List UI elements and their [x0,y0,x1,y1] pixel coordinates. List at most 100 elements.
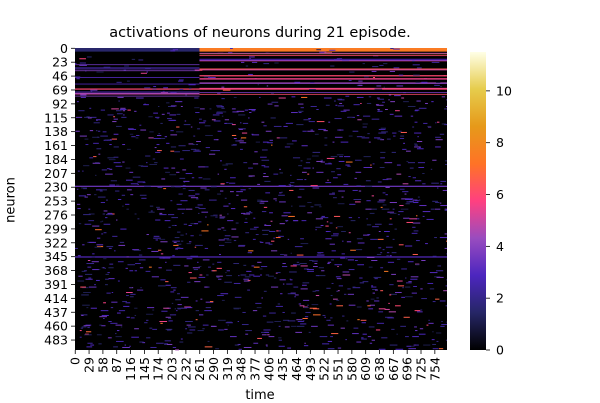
heatmap-cell [185,120,186,121]
heatmap-cell [379,65,383,66]
heatmap-cell [191,197,198,198]
heatmap-cell [168,227,170,228]
heatmap-cell [230,191,234,192]
heatmap-cell [366,218,367,219]
heatmap-cell [129,172,133,173]
heatmap-cell [205,125,211,126]
heatmap-cell [333,299,338,300]
heatmap-cell [177,247,180,248]
heatmap-cell [196,300,198,301]
heatmap-cell [302,131,306,132]
heatmap-cell [406,151,411,152]
heatmap-cell [181,339,183,340]
heatmap-cell [336,227,337,228]
heatmap-cell [291,206,292,207]
heatmap-cell [414,143,417,144]
heatmap-cell [196,141,201,142]
heatmap-cell [336,291,338,292]
heatmap-cell [172,241,180,242]
heatmap-cell [243,265,246,266]
heatmap-cell [321,270,324,271]
heatmap-cell [100,191,103,192]
heatmap-cell [415,110,418,111]
heatmap-cell [293,157,300,158]
heatmap-cell [225,198,227,199]
heatmap-cell [261,297,262,298]
heatmap-cell [441,321,442,322]
heatmap-cell [198,204,203,205]
heatmap-cell [324,98,332,99]
heatmap-cell [155,152,160,153]
heatmap-cell [156,207,160,208]
heatmap-cell [98,197,106,198]
heatmap-cell [194,223,198,224]
heatmap-cell [104,224,111,225]
heatmap-cell [176,310,177,311]
heatmap-cell [311,185,318,186]
heatmap-cell [375,278,378,279]
heatmap-cell [397,281,403,282]
heatmap-cell [413,75,420,76]
heatmap-cell [264,332,269,333]
heatmap-cell [299,189,304,190]
heatmap-cell [380,152,385,153]
heatmap-cell [311,106,317,107]
heatmap-cell [77,208,80,209]
heatmap-cell [96,130,97,131]
heatmap-cell [380,290,383,291]
heatmap-cell [301,107,304,108]
heatmap-cell [160,241,167,242]
heatmap-cell [252,62,257,63]
heatmap-cell [329,194,335,195]
heatmap-cell [77,189,78,190]
heatmap-cell [377,201,383,202]
heatmap-cell [287,143,294,144]
heatmap-cell [307,271,314,272]
heatmap-cell [428,320,429,321]
heatmap-cell [157,118,159,119]
heatmap-cell [206,147,210,148]
heatmap-cell [395,229,397,230]
heatmap-cell [446,279,447,280]
heatmap-cell [75,63,76,64]
heatmap-cell [279,230,281,231]
heatmap-cell [223,230,226,231]
heatmap-cell [112,292,113,293]
heatmap-cell [383,249,385,250]
heatmap-cell [83,292,91,293]
heatmap-cell [341,328,345,329]
heatmap-cell [446,285,447,286]
heatmap-cell [157,209,165,210]
heatmap-cell [123,114,124,115]
heatmap-cell [103,267,104,268]
heatmap-cell [383,204,387,205]
heatmap-cell [212,264,214,265]
heatmap-cell [157,135,161,136]
heatmap-cell [329,320,330,321]
heatmap-cell [208,267,211,268]
heatmap-cell [109,264,113,265]
heatmap-cell [234,283,241,284]
heatmap-cell [116,336,122,337]
heatmap-cell [298,104,303,105]
heatmap-cell [316,161,322,162]
heatmap-cell [179,89,183,90]
heatmap-cell [257,184,260,185]
heatmap-cell [179,79,184,80]
heatmap-cell [81,328,83,329]
heatmap-cell [388,303,389,304]
heatmap-cell [222,116,223,117]
heatmap-cell [320,336,328,337]
heatmap-cell [192,177,194,178]
x-tick-label: 696 [400,357,415,381]
heatmap-cell [205,217,206,218]
heatmap-cell [400,189,405,190]
heatmap-cell [436,139,443,140]
heatmap-cell [163,258,171,259]
heatmap-cell [355,160,362,161]
heatmap-cell [76,78,79,79]
heatmap-cell [161,178,165,179]
heatmap-cell [379,349,386,350]
heatmap-cell [184,224,187,225]
heatmap-cell [176,131,183,132]
